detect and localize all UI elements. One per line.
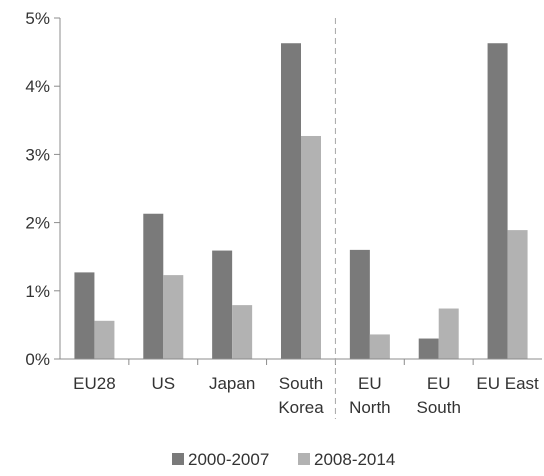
bar [143, 213, 164, 359]
x-tick-label: US [151, 374, 175, 393]
x-tick-label: EU [358, 374, 382, 393]
y-axis: 0% 1% 2% 3% 4% 5% [25, 9, 61, 369]
legend-label: 2000-2007 [188, 450, 269, 469]
x-axis: EU28 US Japan South Korea EU North EU South EU Ea… [60, 18, 542, 419]
legend-swatch [298, 453, 310, 465]
bar [74, 272, 95, 359]
x-tick-label: EU [427, 374, 451, 393]
bar [418, 338, 439, 359]
y-tick-label: 1% [25, 282, 50, 301]
x-tick-label: North [349, 398, 391, 417]
x-tick-label: Korea [278, 398, 324, 417]
bar [438, 308, 459, 359]
legend-label: 2008-2014 [314, 450, 395, 469]
bar [281, 43, 301, 359]
legend-swatch [172, 453, 184, 465]
x-tick-label: South [279, 374, 323, 393]
x-tick-label: Japan [209, 374, 255, 393]
y-tick-label: 4% [25, 77, 50, 96]
x-tick-label: South [416, 398, 460, 417]
bar [301, 135, 321, 359]
bar [369, 334, 390, 359]
x-tick-label: EU East [476, 374, 539, 393]
bar [163, 275, 184, 359]
y-tick-label: 3% [25, 145, 50, 164]
y-tick-label: 5% [25, 9, 50, 28]
legend: 2000-2007 2008-2014 [172, 450, 395, 469]
x-tick-label: EU28 [73, 374, 116, 393]
bar [212, 250, 233, 359]
y-tick-label: 2% [25, 214, 50, 233]
bar [349, 249, 370, 359]
bars [74, 43, 528, 359]
y-tick-label: 0% [25, 350, 50, 369]
bar [94, 320, 115, 359]
bar [232, 305, 253, 359]
bar [507, 230, 528, 359]
bar [487, 43, 508, 359]
